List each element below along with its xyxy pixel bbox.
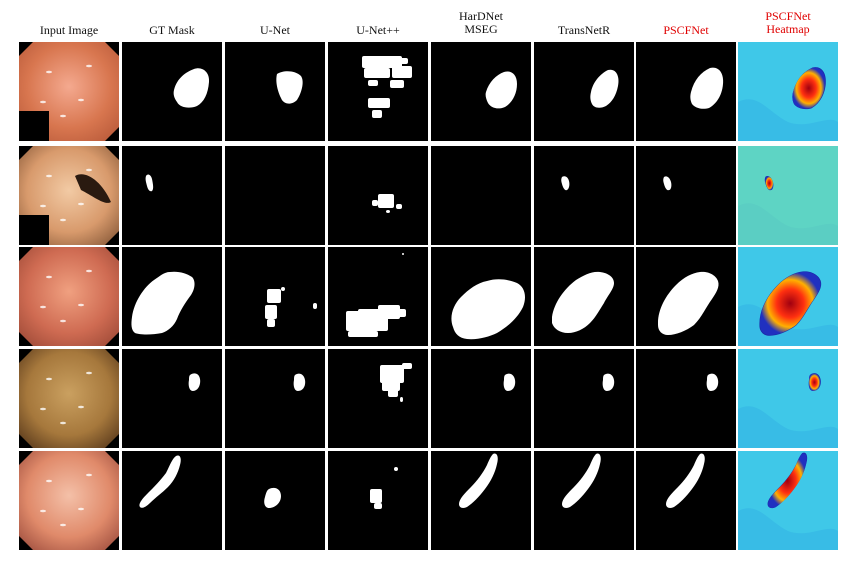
pscfnet-heatmap [738, 146, 838, 245]
input-image [19, 42, 119, 141]
transnetr-mask [534, 42, 634, 141]
column-header-gt-mask: GT Mask [122, 18, 222, 48]
unetpp-mask [328, 42, 428, 141]
header-line: TransNetR [557, 23, 611, 37]
column-header-input-image: Input Image [19, 18, 119, 48]
transnetr-mask [534, 451, 634, 550]
pscfnet-mask [636, 451, 736, 550]
gt-mask [122, 42, 222, 141]
header-line: GT Mask [149, 23, 195, 37]
unetpp-mask [328, 451, 428, 550]
pscfnet-mask [636, 349, 736, 448]
unetpp-mask [328, 247, 428, 346]
hardnet-mask [431, 451, 531, 550]
header-line: MSEG [464, 22, 498, 36]
hardnet-mask [431, 146, 531, 245]
column-header-u-net: U-Net [225, 18, 325, 48]
transnetr-mask [534, 247, 634, 346]
header-line: HarDNet [459, 9, 503, 23]
pscfnet-mask [636, 146, 736, 245]
hardnet-mask [431, 349, 531, 448]
gt-mask [122, 247, 222, 346]
pscfnet-heatmap [738, 349, 838, 448]
unet-mask [225, 146, 325, 245]
input-image [19, 451, 119, 550]
pscfnet-mask [636, 42, 736, 141]
transnetr-mask [534, 349, 634, 448]
unet-mask [225, 247, 325, 346]
header-line: PSCFNet [765, 9, 811, 23]
unet-mask [225, 42, 325, 141]
hardnet-mask [431, 247, 531, 346]
pscfnet-heatmap [738, 451, 838, 550]
column-header-u-net-: U-Net++ [328, 18, 428, 48]
header-line: Heatmap [766, 22, 810, 36]
gt-mask [122, 146, 222, 245]
gt-mask [122, 451, 222, 550]
unet-mask [225, 349, 325, 448]
column-header-transnetr: TransNetR [534, 18, 634, 48]
column-header-hardnet-mseg: HarDNet MSEG [431, 10, 531, 42]
header-line: U-Net++ [356, 23, 400, 37]
hardnet-mask [431, 42, 531, 141]
input-image [19, 146, 119, 245]
pscfnet-mask [636, 247, 736, 346]
column-header-pscfnet: PSCFNet [636, 18, 736, 48]
input-image [19, 247, 119, 346]
unetpp-mask [328, 146, 428, 245]
header-line: Input Image [39, 23, 99, 37]
pscfnet-heatmap [738, 247, 838, 346]
input-image [19, 349, 119, 448]
pscfnet-heatmap [738, 42, 838, 141]
column-header-pscfnet-heatmap: PSCFNet Heatmap [738, 10, 838, 42]
unetpp-mask [328, 349, 428, 448]
header-line: U-Net [260, 23, 290, 37]
transnetr-mask [534, 146, 634, 245]
unet-mask [225, 451, 325, 550]
gt-mask [122, 349, 222, 448]
header-line: PSCFNet [663, 23, 709, 37]
